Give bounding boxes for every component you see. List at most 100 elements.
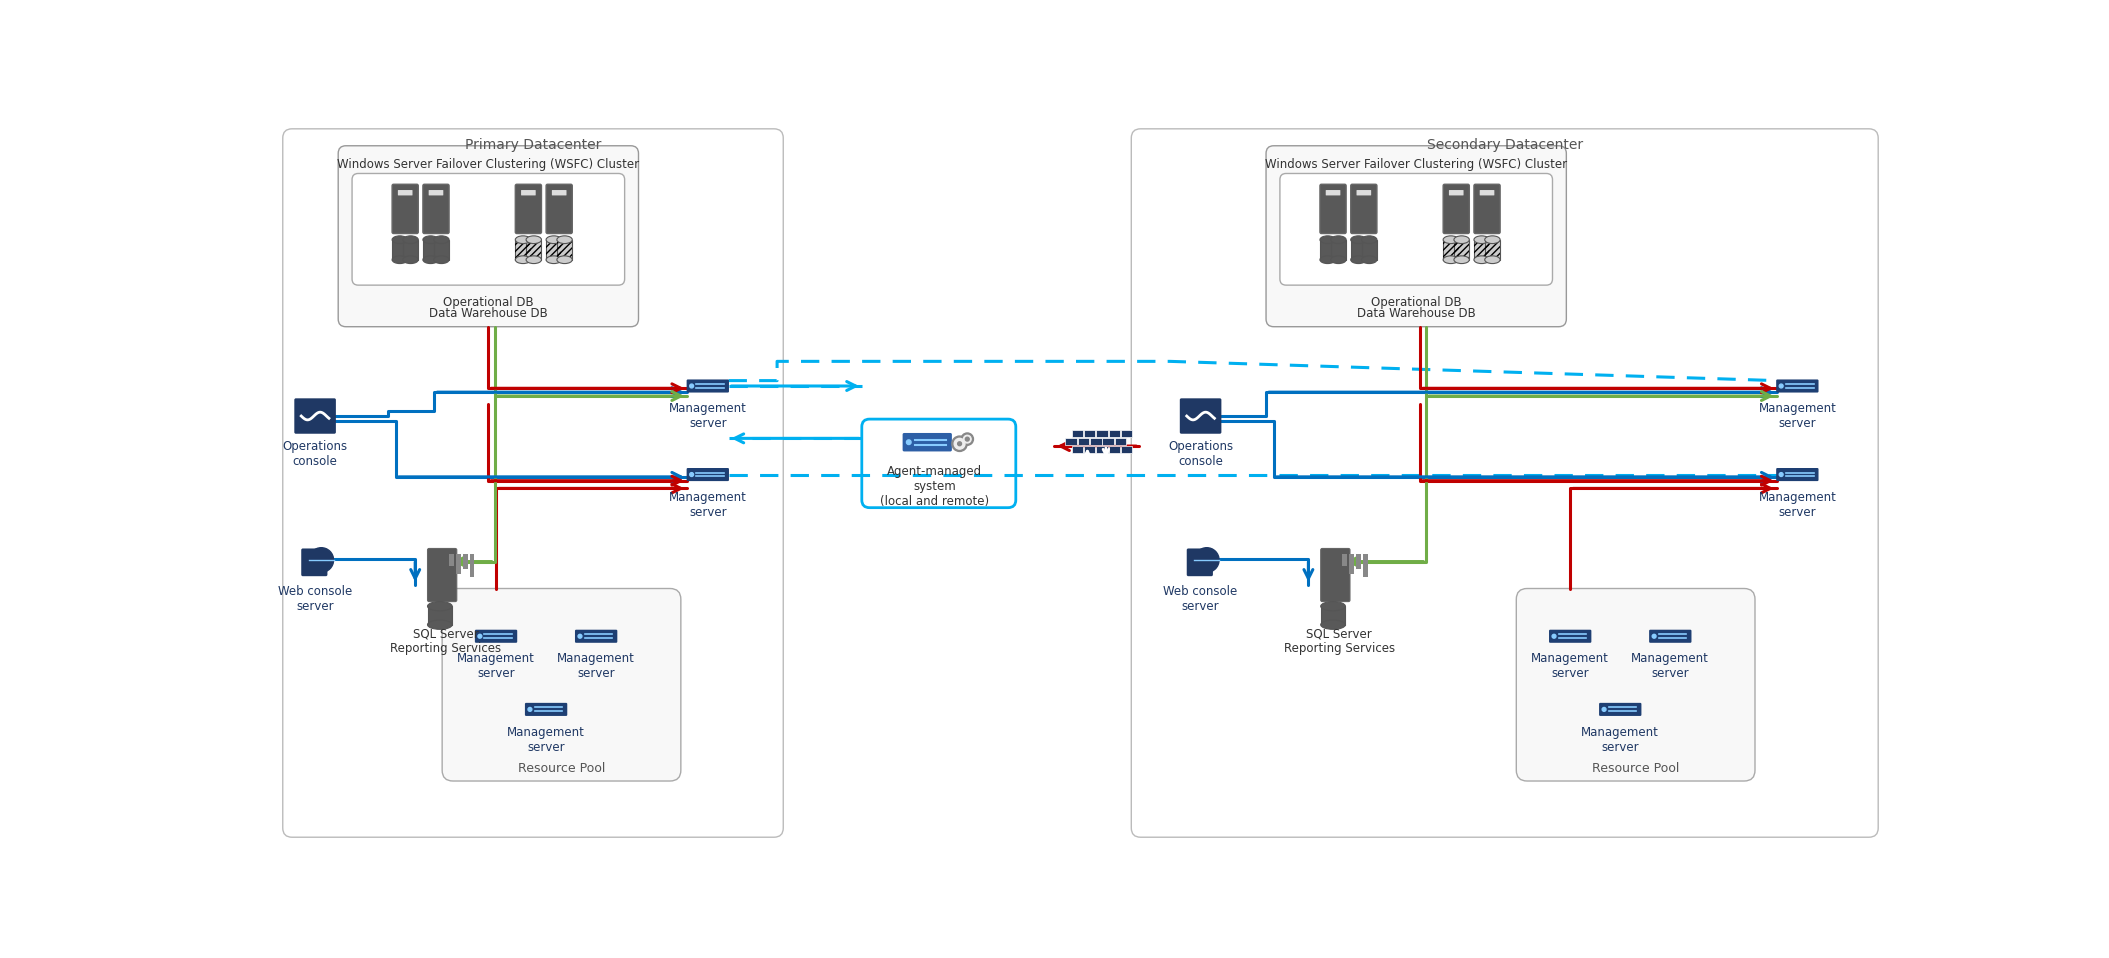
FancyBboxPatch shape <box>546 184 572 234</box>
Text: Web console
server: Web console server <box>278 584 352 613</box>
Circle shape <box>907 440 911 445</box>
Text: Management
server: Management server <box>557 652 635 680</box>
FancyBboxPatch shape <box>1649 629 1691 643</box>
FancyBboxPatch shape <box>399 190 413 195</box>
FancyBboxPatch shape <box>392 240 407 260</box>
FancyBboxPatch shape <box>302 549 327 576</box>
FancyBboxPatch shape <box>456 554 460 574</box>
Ellipse shape <box>1320 620 1346 629</box>
Ellipse shape <box>424 256 439 263</box>
Ellipse shape <box>403 256 418 263</box>
FancyBboxPatch shape <box>475 629 517 643</box>
FancyBboxPatch shape <box>1320 240 1335 260</box>
Ellipse shape <box>525 236 542 243</box>
FancyBboxPatch shape <box>392 184 418 234</box>
Circle shape <box>962 433 974 445</box>
FancyBboxPatch shape <box>1362 240 1377 260</box>
Circle shape <box>1552 634 1556 638</box>
Circle shape <box>308 548 333 572</box>
FancyBboxPatch shape <box>295 399 335 434</box>
Text: Data Warehouse DB: Data Warehouse DB <box>1356 308 1476 321</box>
Ellipse shape <box>546 236 561 243</box>
FancyBboxPatch shape <box>424 184 449 234</box>
FancyBboxPatch shape <box>903 433 951 451</box>
FancyBboxPatch shape <box>1485 240 1499 260</box>
Text: Secondary Datacenter: Secondary Datacenter <box>1426 138 1584 152</box>
Ellipse shape <box>1350 256 1367 263</box>
Text: Management
server: Management server <box>458 652 536 680</box>
Circle shape <box>957 442 962 445</box>
FancyBboxPatch shape <box>688 468 730 481</box>
Text: Management
server: Management server <box>669 402 747 430</box>
Ellipse shape <box>403 236 418 243</box>
FancyBboxPatch shape <box>1776 379 1818 393</box>
Ellipse shape <box>515 256 531 263</box>
FancyBboxPatch shape <box>1327 190 1341 195</box>
Ellipse shape <box>1453 256 1470 263</box>
FancyBboxPatch shape <box>557 240 572 260</box>
FancyBboxPatch shape <box>1130 128 1879 837</box>
FancyBboxPatch shape <box>337 146 639 327</box>
Ellipse shape <box>1362 236 1377 243</box>
Text: SQL Server
Reporting Services: SQL Server Reporting Services <box>1284 627 1394 655</box>
Text: Management
server: Management server <box>1531 652 1609 680</box>
Text: Management
server: Management server <box>1632 652 1708 680</box>
Ellipse shape <box>434 236 449 243</box>
FancyBboxPatch shape <box>576 629 618 643</box>
FancyBboxPatch shape <box>1481 190 1495 195</box>
Text: Web console
server: Web console server <box>1164 584 1238 613</box>
Ellipse shape <box>546 256 561 263</box>
FancyBboxPatch shape <box>515 184 542 234</box>
Text: Operations
console: Operations console <box>283 440 348 468</box>
Circle shape <box>1780 472 1782 476</box>
FancyBboxPatch shape <box>403 240 418 260</box>
Ellipse shape <box>1474 236 1489 243</box>
Text: Operations
console: Operations console <box>1168 440 1234 468</box>
FancyBboxPatch shape <box>428 549 458 602</box>
FancyBboxPatch shape <box>1776 468 1818 481</box>
FancyBboxPatch shape <box>1084 430 1095 437</box>
Ellipse shape <box>525 256 542 263</box>
FancyBboxPatch shape <box>1179 399 1221 434</box>
FancyBboxPatch shape <box>546 240 561 260</box>
Text: Operational DB: Operational DB <box>1371 296 1462 308</box>
FancyBboxPatch shape <box>553 190 567 195</box>
Text: SQL Server
Reporting Services: SQL Server Reporting Services <box>390 627 502 655</box>
Circle shape <box>964 435 970 443</box>
FancyBboxPatch shape <box>1453 240 1470 260</box>
Ellipse shape <box>515 236 531 243</box>
Text: Management
server: Management server <box>1582 725 1660 754</box>
FancyBboxPatch shape <box>449 554 453 566</box>
Ellipse shape <box>1331 236 1346 243</box>
FancyBboxPatch shape <box>1116 438 1126 445</box>
Ellipse shape <box>1443 236 1459 243</box>
FancyBboxPatch shape <box>1071 430 1084 437</box>
Text: Management
server: Management server <box>1759 490 1837 518</box>
FancyBboxPatch shape <box>1097 430 1107 437</box>
Ellipse shape <box>557 236 572 243</box>
FancyBboxPatch shape <box>1443 240 1459 260</box>
Circle shape <box>690 384 694 388</box>
Ellipse shape <box>1331 256 1346 263</box>
Text: Windows Server Failover Clustering (WSFC) Cluster: Windows Server Failover Clustering (WSFC… <box>337 158 639 171</box>
Text: Resource Pool: Resource Pool <box>1592 762 1679 775</box>
Ellipse shape <box>1485 236 1499 243</box>
Text: Management
server: Management server <box>669 490 747 518</box>
FancyBboxPatch shape <box>1109 445 1120 452</box>
Text: Management
server: Management server <box>506 725 584 754</box>
FancyBboxPatch shape <box>1071 445 1084 452</box>
FancyBboxPatch shape <box>470 554 475 577</box>
FancyBboxPatch shape <box>283 128 782 837</box>
FancyBboxPatch shape <box>352 173 624 285</box>
FancyBboxPatch shape <box>1474 240 1489 260</box>
Ellipse shape <box>1320 236 1335 243</box>
Circle shape <box>578 634 582 638</box>
Ellipse shape <box>1320 602 1346 611</box>
Text: Resource Pool: Resource Pool <box>519 762 605 775</box>
Circle shape <box>951 436 968 451</box>
FancyBboxPatch shape <box>428 190 443 195</box>
Ellipse shape <box>557 256 572 263</box>
Circle shape <box>690 472 694 476</box>
FancyBboxPatch shape <box>1350 184 1377 234</box>
FancyBboxPatch shape <box>1350 554 1354 574</box>
